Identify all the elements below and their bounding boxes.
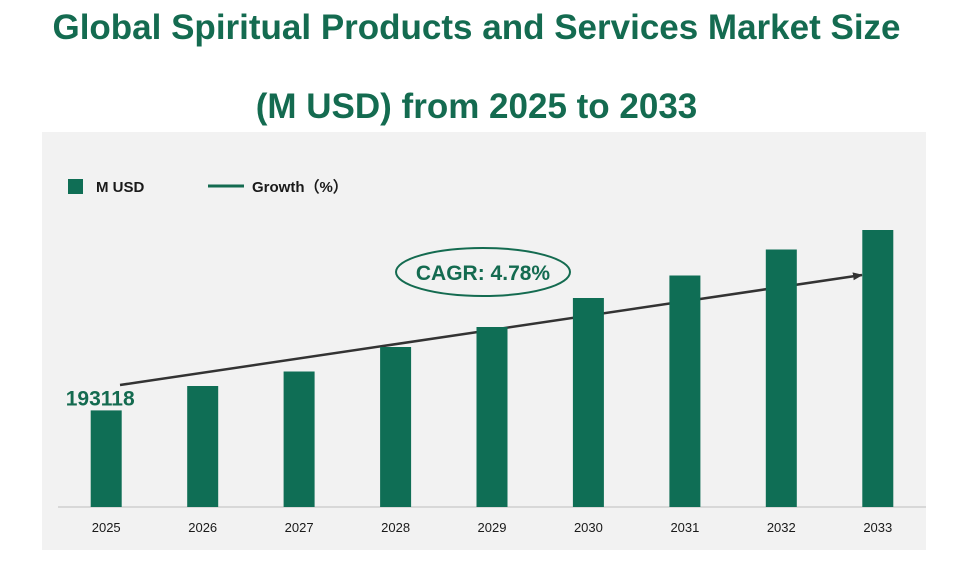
data-label-2025: 193118: [66, 387, 135, 410]
data-labels-group: 193118: [66, 387, 135, 410]
bar-2028: [380, 347, 412, 507]
bar-2025: [90, 410, 122, 507]
x-tick-2032: 2032: [767, 520, 796, 535]
x-tick-2033: 2033: [863, 520, 892, 535]
cagr-ellipse: [395, 247, 571, 297]
x-tick-2025: 2025: [92, 520, 121, 535]
bar-2030: [572, 298, 604, 507]
legend-bar-swatch: [68, 179, 83, 194]
x-tick-2028: 2028: [381, 520, 410, 535]
bar-2032: [765, 249, 797, 507]
x-tick-2026: 2026: [188, 520, 217, 535]
bars-group: [90, 230, 894, 507]
x-ticks-group: 2025 2026 2027 2028 2029 2030 2031 2032 2033: [92, 520, 893, 535]
bar-2033: [862, 230, 894, 507]
x-tick-2030: 2030: [574, 520, 603, 535]
bar-2026: [187, 386, 219, 507]
bar-2027: [283, 371, 315, 507]
legend-bar-label: M USD: [96, 179, 145, 196]
bar-2031: [669, 275, 701, 507]
x-tick-2027: 2027: [285, 520, 314, 535]
x-tick-2029: 2029: [478, 520, 507, 535]
legend-line-label: Growth（%）: [252, 178, 348, 196]
chart-title-line-2: (M USD) from 2025 to 2033: [255, 87, 698, 126]
chart-title-line-1: Global Spiritual Products and Services M…: [52, 8, 901, 47]
cagr-label: CAGR: 4.78%: [416, 262, 551, 285]
bar-2029: [476, 327, 508, 507]
x-tick-2031: 2031: [670, 520, 699, 535]
